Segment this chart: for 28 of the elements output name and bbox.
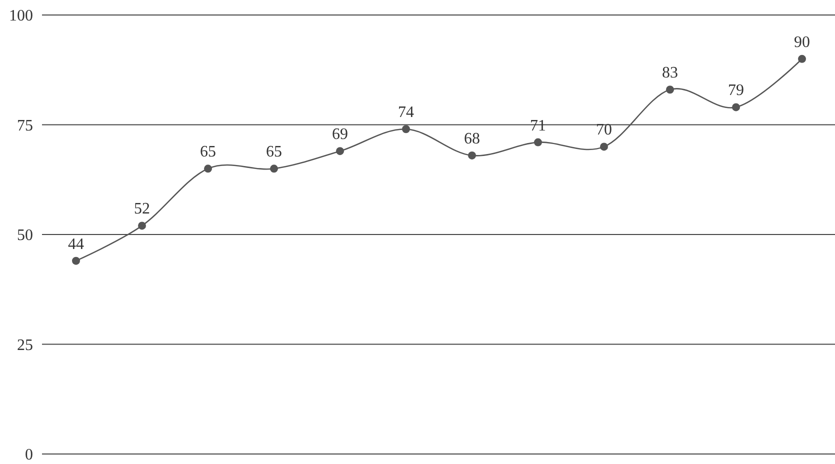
- data-label: 69: [332, 126, 348, 144]
- data-label: 65: [200, 144, 216, 161]
- y-tick-label: 25: [17, 336, 33, 354]
- point: [600, 142, 608, 151]
- point: [732, 103, 740, 112]
- y-tick-label: 50: [17, 227, 33, 244]
- point: [798, 54, 806, 63]
- y-tick-label: 75: [17, 117, 33, 134]
- point: [270, 164, 278, 173]
- data-label: 52: [134, 200, 150, 218]
- y-tick-label: 100: [9, 8, 33, 25]
- data-label: 70: [596, 122, 612, 139]
- data-label: 68: [464, 130, 480, 148]
- point: [666, 86, 674, 94]
- y-tick-label: 0: [25, 446, 33, 464]
- data-label: 79: [728, 82, 744, 100]
- point: [336, 147, 344, 156]
- point: [204, 164, 212, 173]
- data-label: 74: [398, 104, 414, 122]
- point: [402, 125, 410, 134]
- point: [468, 151, 476, 160]
- point: [534, 138, 542, 146]
- data-label: 44: [68, 236, 84, 253]
- data-label: 65: [266, 144, 282, 161]
- point: [138, 222, 146, 230]
- point: [72, 256, 80, 265]
- data-label: 83: [662, 64, 678, 82]
- data-label: 90: [794, 34, 810, 51]
